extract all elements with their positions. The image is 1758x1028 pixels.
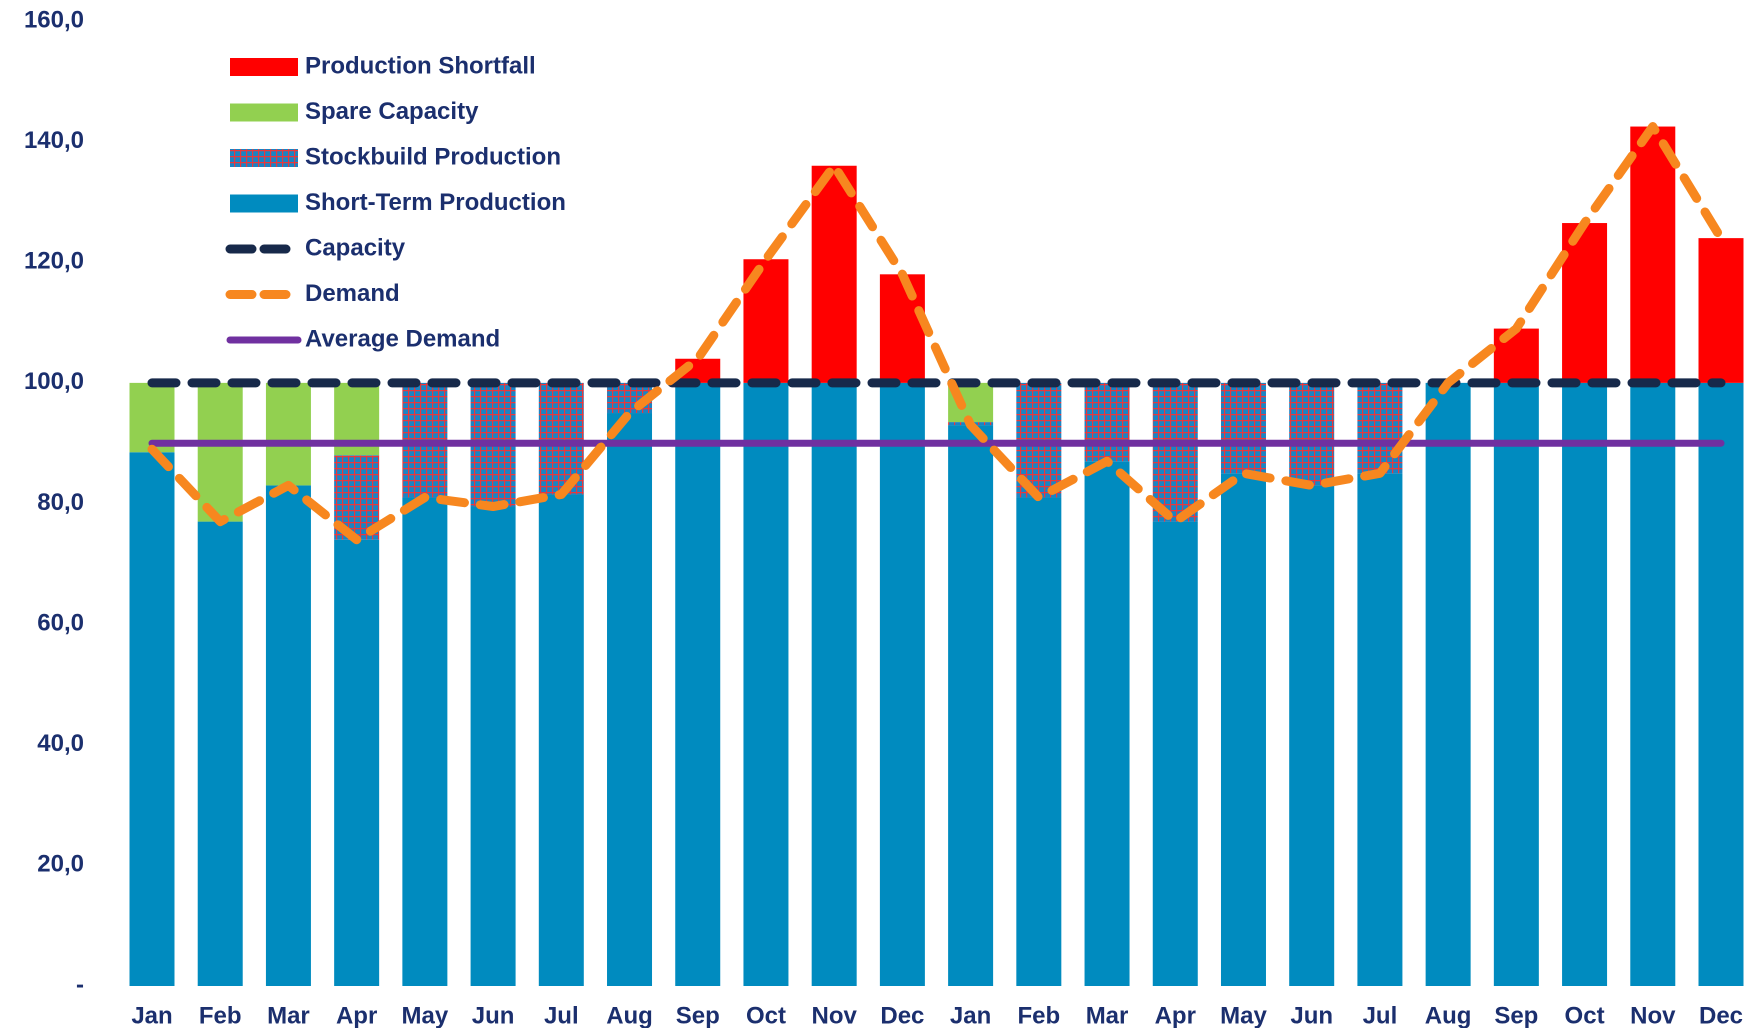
x-tick-label: Jun <box>472 1002 515 1028</box>
bar-segment <box>538 494 584 986</box>
bar-segment <box>879 274 925 383</box>
legend-label: Short-Term Production <box>305 189 566 216</box>
legend-label: Average Demand <box>305 325 500 352</box>
bar-segment <box>334 539 380 986</box>
legend-swatch <box>230 194 298 213</box>
bar-segment <box>265 382 311 486</box>
bar-segment <box>1289 382 1335 486</box>
bar-segment <box>129 452 175 986</box>
legend-label: Spare Capacity <box>305 98 479 125</box>
bar-segment <box>1698 238 1744 383</box>
x-tick-label: Feb <box>199 1002 242 1028</box>
x-tick-label: Sep <box>676 1002 720 1028</box>
y-tick-label: 40,0 <box>37 730 84 757</box>
x-tick-label: Jan <box>950 1002 991 1028</box>
x-tick-label: May <box>1220 1002 1267 1028</box>
bar-segment <box>743 382 789 986</box>
y-tick-label: 160,0 <box>24 6 84 33</box>
x-tick-label: Sep <box>1494 1002 1538 1028</box>
y-tick-label: 140,0 <box>24 127 84 154</box>
legend-label: Demand <box>305 280 400 307</box>
x-tick-label: Oct <box>1565 1002 1605 1028</box>
bar-segment <box>675 382 721 986</box>
x-tick-label: Oct <box>746 1002 786 1028</box>
bar-segment <box>197 521 243 986</box>
bar-segment <box>1152 382 1198 522</box>
bar-segment <box>1698 382 1744 986</box>
bar-segment <box>879 382 925 986</box>
y-tick-label: - <box>76 971 84 998</box>
bar-segment <box>1562 223 1608 383</box>
y-tick-label: 20,0 <box>37 851 84 878</box>
legend-label: Production Shortfall <box>305 52 536 79</box>
bar-segment <box>1630 382 1676 986</box>
x-tick-label: Apr <box>1155 1002 1196 1028</box>
bar-segment <box>811 382 857 986</box>
bar-segment <box>470 506 516 986</box>
bar-segment <box>402 497 448 986</box>
y-tick-label: 80,0 <box>37 489 84 516</box>
x-tick-label: Aug <box>606 1002 653 1028</box>
bar-segment <box>1493 382 1539 986</box>
y-tick-label: 120,0 <box>24 248 84 275</box>
bar-segment <box>948 425 994 986</box>
line-series <box>147 122 1726 545</box>
bar-segment <box>1084 461 1130 986</box>
x-tick-label: Aug <box>1425 1002 1472 1028</box>
bar-segment <box>265 485 311 986</box>
bar-segment <box>1357 382 1403 474</box>
bar-segment <box>1630 126 1676 383</box>
legend-swatch <box>230 103 298 122</box>
x-tick-label: Jan <box>131 1002 172 1028</box>
bar-segment <box>1016 497 1062 986</box>
x-tick-label: Apr <box>336 1002 377 1028</box>
legend-swatch <box>230 58 298 76</box>
x-tick-label: Mar <box>1086 1002 1129 1028</box>
y-tick-label: 100,0 <box>24 368 84 395</box>
x-tick-label: Dec <box>880 1002 924 1028</box>
bar-segment <box>1220 382 1266 474</box>
bar-segment <box>1357 473 1403 986</box>
x-tick-label: Jun <box>1290 1002 1333 1028</box>
bar-segment <box>1084 382 1130 462</box>
bar-segment <box>1562 382 1608 986</box>
bar-segment <box>1152 521 1198 986</box>
x-tick-label: Jul <box>1363 1002 1398 1028</box>
bar-segment <box>1220 473 1266 986</box>
bar-segment <box>1425 382 1471 986</box>
y-tick-label: 60,0 <box>37 609 84 636</box>
x-tick-label: Jul <box>544 1002 579 1028</box>
legend-swatch <box>230 149 298 167</box>
bar-segment <box>1289 485 1335 986</box>
x-tick-label: Nov <box>1630 1002 1676 1028</box>
x-tick-label: Feb <box>1017 1002 1060 1028</box>
x-tick-label: Dec <box>1699 1002 1743 1028</box>
x-tick-label: Nov <box>812 1002 858 1028</box>
x-tick-label: Mar <box>267 1002 310 1028</box>
legend-label: Stockbuild Production <box>305 143 561 170</box>
legend-label: Capacity <box>305 234 406 261</box>
bar-segment <box>811 165 857 383</box>
bar-segment <box>607 413 653 986</box>
bar-segment <box>197 382 243 522</box>
x-tick-label: May <box>402 1002 449 1028</box>
